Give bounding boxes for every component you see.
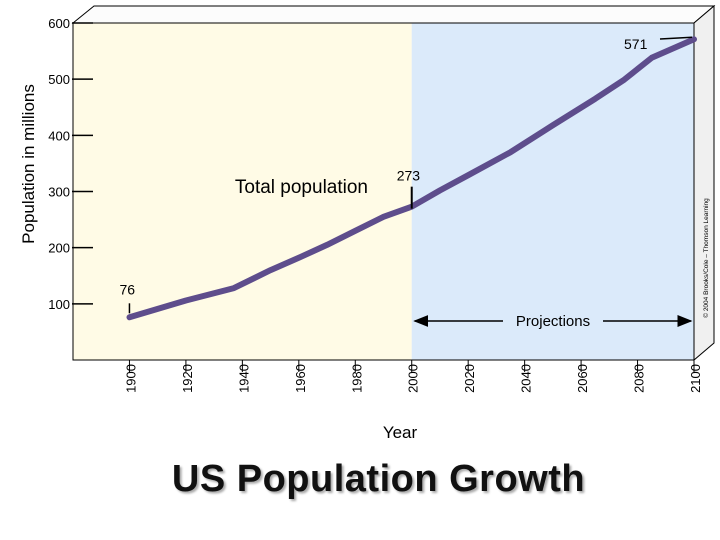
y-tick-label: 500 (48, 72, 70, 87)
x-tick-label: 1920 (180, 364, 195, 393)
copyright-note: © 2004 Brooks/Cole – Thomson Learning (702, 198, 710, 318)
x-axis: 1900 1920 1940 1960 1980 2000 2020 2040 2060 2080… (123, 360, 703, 393)
x-tick-label: 1940 (236, 364, 251, 393)
y-tick-label: 400 (48, 128, 70, 143)
page-title: US Population Growth (171, 458, 586, 500)
annotation-571: 571 (624, 36, 648, 52)
x-tick-label: 1960 (293, 364, 308, 393)
x-tick-label: 2100 (688, 364, 703, 393)
y-axis: 100 200 300 400 500 600 (48, 16, 93, 312)
y-tick-label: 600 (48, 16, 70, 31)
x-tick-label: 2080 (632, 364, 647, 393)
region-1 (411, 23, 694, 360)
y-axis-title: Population in millions (19, 84, 38, 244)
x-tick-label: 2040 (519, 364, 534, 393)
projections-label: Projections (516, 313, 590, 330)
annotation-273: 273 (397, 168, 421, 184)
y-tick-label: 100 (48, 297, 70, 312)
x-tick-label: 1900 (123, 364, 138, 393)
x-tick-label: 2060 (575, 364, 590, 393)
series-label: Total population (235, 177, 368, 198)
annotation-76: 76 (119, 281, 135, 297)
x-tick-label: 1980 (349, 364, 364, 393)
y-tick-label: 300 (48, 185, 70, 200)
projections-indicator: Projections (413, 313, 693, 330)
annotation-leader-571 (659, 36, 693, 40)
y-tick-label: 200 (48, 241, 70, 256)
x-tick-label: 2000 (406, 364, 421, 393)
frame-top-bevel (71, 5, 716, 24)
x-tick-label: 2020 (462, 364, 477, 393)
annotations: 76 273 571 (119, 36, 693, 314)
x-axis-title: Year (383, 423, 418, 442)
